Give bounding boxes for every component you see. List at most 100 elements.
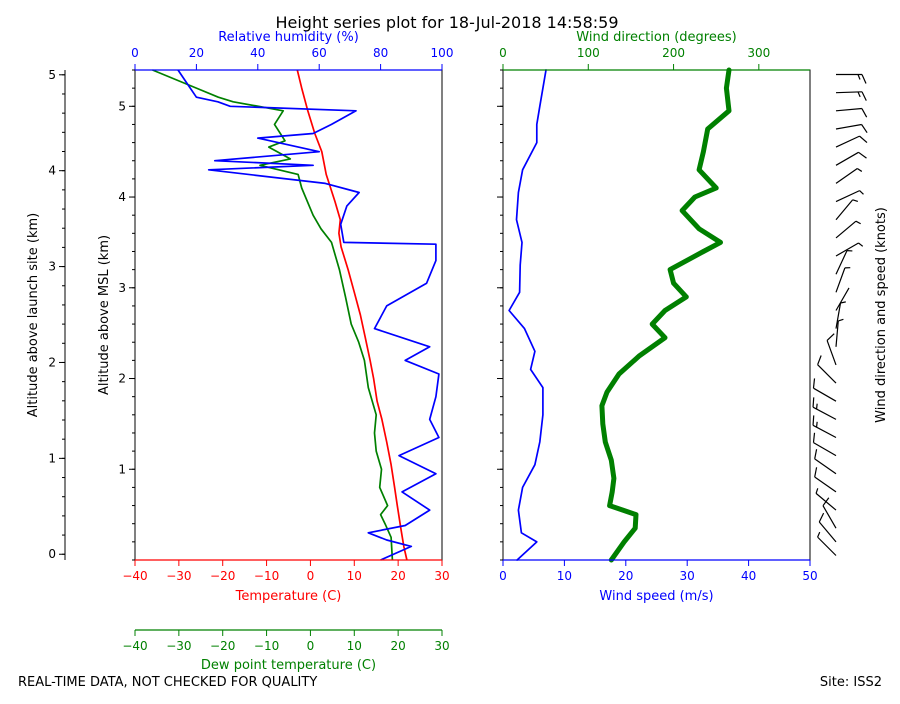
wind-lines bbox=[508, 67, 732, 563]
quality-note: REAL-TIME DATA, NOT CHECKED FOR QUALITY bbox=[18, 675, 317, 690]
wind-barbs bbox=[812, 73, 868, 556]
barb-flag-full bbox=[812, 397, 815, 408]
barb-staff bbox=[814, 458, 837, 475]
wind-barb bbox=[812, 415, 837, 439]
barb-staff bbox=[835, 267, 846, 293]
barb-staff bbox=[835, 135, 860, 148]
site-label: Site: ISS2 bbox=[820, 675, 882, 690]
barb-staff bbox=[835, 167, 858, 184]
speed-tick-label-20: 20 bbox=[618, 569, 633, 583]
dew-tick-label-4: 0 bbox=[307, 639, 315, 653]
barb-flag-half bbox=[840, 301, 846, 304]
wind-barb bbox=[835, 167, 863, 184]
wind-barb bbox=[835, 287, 850, 311]
msl-tick-label-2: 2 bbox=[118, 372, 126, 386]
series-winddirection bbox=[599, 67, 732, 563]
wind-panel: 0 100 200 300 Wind direction (degrees) 0 10 20… bbox=[497, 30, 818, 604]
barb-staff bbox=[835, 190, 860, 203]
temp-tick-label-4: 0 bbox=[307, 569, 315, 583]
humidity-axis: 0 20 40 60 80 100 Relative humidity (%) bbox=[131, 30, 453, 70]
msl-tick-label-1: 1 bbox=[118, 462, 126, 476]
barb-flag-full bbox=[859, 135, 868, 144]
barb-staff bbox=[835, 91, 863, 94]
rh-tick-label-0: 0 bbox=[131, 46, 139, 60]
dir-axis-title: Wind direction (degrees) bbox=[576, 30, 736, 45]
agl-tick-label-2: 2 bbox=[48, 355, 56, 369]
barb-staff bbox=[822, 505, 837, 529]
msl-axis-title: Altitude above MSL (km) bbox=[97, 235, 112, 395]
barb-flag-full bbox=[861, 108, 868, 118]
temp-tick-label-5: 10 bbox=[347, 569, 362, 583]
barb-flag-half bbox=[858, 242, 864, 247]
barb-flag-half bbox=[817, 531, 821, 538]
temp-tick-label-7: 30 bbox=[434, 569, 449, 583]
series-temperature bbox=[296, 69, 408, 561]
barb-flag-full bbox=[814, 467, 818, 478]
speed-tick-label-0: 0 bbox=[499, 569, 507, 583]
wind-barb bbox=[835, 123, 868, 133]
barb-flag-full bbox=[812, 415, 815, 426]
barb-staff bbox=[835, 220, 857, 239]
wind-barb bbox=[815, 488, 837, 511]
barb-flag-full bbox=[861, 74, 867, 84]
dew-tick-label-2: −20 bbox=[210, 639, 235, 653]
barb-flag-full bbox=[861, 91, 867, 101]
dir-tick-label-100: 100 bbox=[577, 46, 600, 60]
barb-staff bbox=[826, 340, 837, 366]
barb-flag-half bbox=[859, 190, 864, 195]
rh-tick-label-100: 100 bbox=[431, 46, 454, 60]
barb-flag-full bbox=[812, 432, 816, 443]
barb-flag-half bbox=[855, 220, 861, 225]
wind-barb bbox=[835, 220, 861, 239]
agl-altitude-axis: 0 1 2 3 4 5 Altitude above launch site (km) bbox=[26, 68, 66, 561]
barb-staff bbox=[835, 287, 850, 311]
msl-altitude-axis: 1 2 3 4 5 Altitude above MSL (km) bbox=[97, 69, 135, 561]
barb-flag-half bbox=[815, 488, 819, 494]
dir-tick-label-300: 300 bbox=[747, 46, 770, 60]
barb-staff bbox=[814, 476, 837, 493]
barb-flag-full bbox=[858, 151, 867, 159]
wind-barb bbox=[836, 73, 867, 84]
agl-tick-label-4: 4 bbox=[48, 164, 56, 178]
barb-staff bbox=[835, 302, 842, 329]
msl-tick-label-4: 4 bbox=[118, 190, 126, 204]
wind-barb bbox=[835, 107, 868, 118]
temp-tick-label-3: −10 bbox=[254, 569, 279, 583]
barb-flag-full bbox=[861, 124, 868, 133]
wind-speed-axis: 0 10 20 30 40 50 Wind speed (m/s) bbox=[499, 560, 818, 604]
barb-staff bbox=[835, 250, 848, 275]
barb-flag-half bbox=[844, 267, 851, 269]
barb-staff bbox=[835, 151, 859, 166]
wind-barb bbox=[835, 318, 844, 347]
series-dewpoint bbox=[152, 69, 394, 561]
temp-tick-label-0: −40 bbox=[122, 569, 147, 583]
wind-barb bbox=[835, 135, 868, 148]
barb-staff bbox=[813, 387, 837, 402]
barb-staff bbox=[812, 406, 837, 420]
speed-tick-label-10: 10 bbox=[557, 569, 572, 583]
barb-staff bbox=[835, 199, 854, 221]
dir-tick-label-200: 200 bbox=[662, 46, 685, 60]
wind-barb bbox=[817, 531, 837, 556]
barb-staff bbox=[835, 107, 862, 112]
rh-tick-label-20: 20 bbox=[189, 46, 204, 60]
barb-flag-half bbox=[838, 318, 844, 322]
barb-flag-half bbox=[852, 199, 859, 203]
barb-flag-full bbox=[817, 355, 822, 365]
msl-tick-label-3: 3 bbox=[118, 281, 126, 295]
thermo-lines bbox=[152, 69, 440, 561]
dew-tick-label-6: 20 bbox=[391, 639, 406, 653]
wind-barb bbox=[835, 151, 867, 166]
dew-tick-label-7: 30 bbox=[434, 639, 449, 653]
wind-barb bbox=[835, 301, 846, 329]
temp-tick-label-2: −20 bbox=[210, 569, 235, 583]
rh-axis-title: Relative humidity (%) bbox=[218, 30, 359, 45]
wind-barb bbox=[814, 467, 837, 493]
series-relativehumidity bbox=[177, 69, 440, 561]
wind-barb bbox=[835, 91, 867, 101]
barb-flag-half bbox=[815, 421, 818, 428]
speed-tick-label-30: 30 bbox=[680, 569, 695, 583]
barb-flag-full bbox=[818, 512, 825, 523]
wind-barb bbox=[814, 449, 837, 475]
